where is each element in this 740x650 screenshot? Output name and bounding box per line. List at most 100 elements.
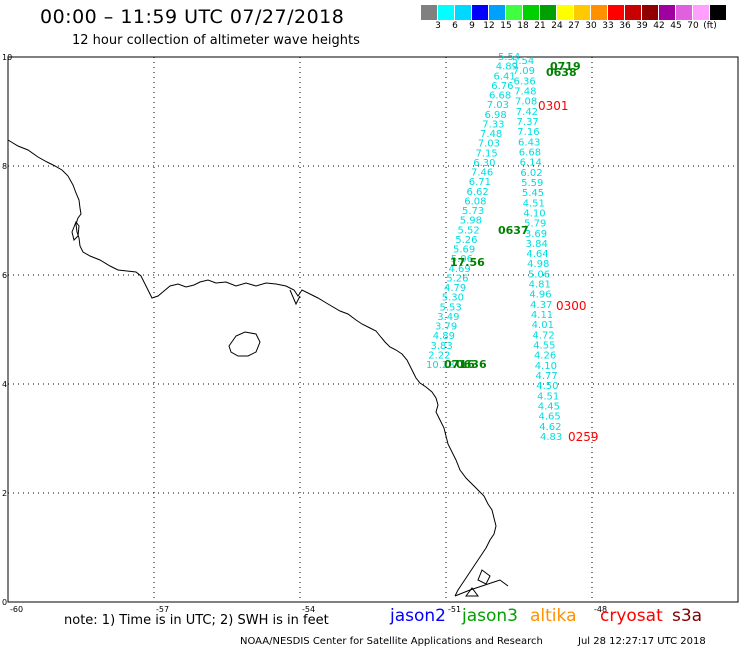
wave-height-value: 6.98 (485, 110, 507, 121)
island-marajo (228, 331, 261, 357)
wave-height-value: 6.76 (491, 81, 513, 92)
legend-label: 39 (636, 21, 648, 31)
wave-height-value: 5.45 (522, 188, 544, 199)
wave-height-value: 2.22 (428, 350, 450, 361)
wave-height-value: 4.51 (523, 198, 545, 209)
satellite-label-jason3: jason3 (462, 606, 518, 626)
wave-height-value: 4.65 (538, 412, 560, 423)
legend-swatch (659, 5, 676, 20)
island-small (71, 220, 80, 241)
wave-height-value: 4.10 (523, 208, 545, 219)
pass-time-green: 0637 (498, 224, 529, 237)
x-tick-label: -48 (594, 605, 607, 614)
legend-label: 45 (670, 21, 682, 31)
legend-label: 33 (602, 21, 614, 31)
wave-height-value: 4.77 (535, 371, 557, 382)
legend-swatch (489, 5, 506, 20)
wave-height-value: 5.06 (528, 269, 550, 280)
pass-time-green: 0638 (546, 66, 577, 79)
page-subtitle: 12 hour collection of altimeter wave hei… (72, 33, 360, 48)
satellite-label-cryosat: cryosat (600, 606, 663, 626)
wave-height-value: 4.69 (449, 264, 471, 275)
wave-height-value: 6.68 (489, 91, 511, 102)
wave-height-value: 5.06 (451, 254, 473, 265)
wave-height-value: 4.81 (529, 280, 551, 291)
legend-swatch (421, 5, 438, 20)
south-america-interior-coast (454, 579, 509, 597)
wave-height-value: 7.16 (517, 127, 539, 138)
wave-height-value: 6.68 (519, 147, 541, 158)
y-tick-label: 4 (2, 380, 7, 389)
coast-inlet (289, 289, 301, 306)
legend-swatch (523, 5, 540, 20)
wave-height-value: 3.84 (526, 239, 548, 250)
wave-height-value: 5.52 (458, 225, 480, 236)
wave-height-value: 10.28 (426, 360, 455, 371)
wave-height-value: 5.26 (455, 235, 477, 246)
wave-height-value: 5.54 (512, 56, 534, 67)
timestamp-text: Jul 28 12:27:17 UTC 2018 (578, 636, 706, 647)
legend-swatch (574, 5, 591, 20)
wave-height-value: 4.45 (538, 402, 560, 413)
legend-swatch (455, 5, 472, 20)
wave-height-value: 6.14 (520, 158, 542, 169)
wave-height-value: 4.79 (444, 283, 466, 294)
wave-height-value: 4.37 (530, 300, 552, 311)
wave-height-value: 6.08 (464, 196, 486, 207)
wave-height-value: 7.46 (471, 168, 493, 179)
pass-time-red: 0259 (568, 430, 599, 444)
legend-swatch (710, 5, 727, 20)
wave-height-value: 3.69 (525, 229, 547, 240)
wave-height-value: 5.59 (521, 178, 543, 189)
legend-swatch (642, 5, 659, 20)
wave-height-value: 7.48 (480, 129, 502, 140)
pass-time-green: 0716 (444, 358, 475, 371)
y-tick-label: 10 (2, 53, 12, 62)
footer-note: note: 1) Time is in UTC; 2) SWH is in fe… (64, 613, 329, 628)
wave-height-value: 7.48 (514, 86, 536, 97)
wave-height-value: 5.69 (453, 245, 475, 256)
legend-label: 18 (517, 21, 529, 31)
wave-height-value: 4.26 (534, 351, 556, 362)
wave-height-value: 6.62 (467, 187, 489, 198)
legend-swatch (625, 5, 642, 20)
legend-label: 24 (551, 21, 563, 31)
wave-height-value: 7.08 (515, 97, 537, 108)
wave-height-value: 5.26 (446, 273, 468, 284)
legend-label: 9 (469, 21, 475, 31)
wave-height-value: 4.83 (540, 432, 562, 443)
legend-label: 3 (435, 21, 441, 31)
wave-height-value: 4.11 (531, 310, 553, 321)
wave-height-value: 5.73 (462, 206, 484, 217)
legend-label: (ft) (703, 21, 717, 31)
pass-time-green: 17.56 (450, 256, 485, 269)
x-tick-label: -60 (10, 605, 23, 614)
wave-height-value: 4.89 (496, 62, 518, 73)
legend-label: 27 (568, 21, 580, 31)
satellite-label-jason2: jason2 (390, 606, 446, 626)
pass-time-red: 0300 (556, 299, 587, 313)
wave-height-value: 7.42 (516, 107, 538, 118)
wave-height-value: 4.64 (526, 249, 548, 260)
legend-label: 70 (687, 21, 699, 31)
south-america-coastline (7, 139, 497, 597)
map-frame (7, 56, 739, 603)
altimeter-track-a: 5.544.896.416.766.687.036.987.337.487.03… (426, 52, 520, 371)
y-tick-label: 6 (2, 271, 7, 280)
wave-height-value: 7.15 (476, 148, 498, 159)
legend-label: 12 (483, 21, 495, 31)
wave-height-value: 4.50 (536, 381, 558, 392)
x-tick-label: -54 (302, 605, 315, 614)
axis-tick-labels: -60-57-54-51-48-451086420 (2, 53, 607, 614)
y-tick-label: 0 (2, 598, 7, 607)
wave-height-value: 5.53 (440, 302, 462, 313)
legend-swatch (591, 5, 608, 20)
wave-height-value: 3.49 (437, 312, 459, 323)
wave-height-value: 7.03 (478, 139, 500, 150)
satellite-label-s3a: s3a (672, 606, 703, 626)
wave-height-value: 4.62 (539, 422, 561, 433)
wave-height-value: 7.09 (513, 66, 535, 77)
wave-height-value: 3.79 (435, 322, 457, 333)
